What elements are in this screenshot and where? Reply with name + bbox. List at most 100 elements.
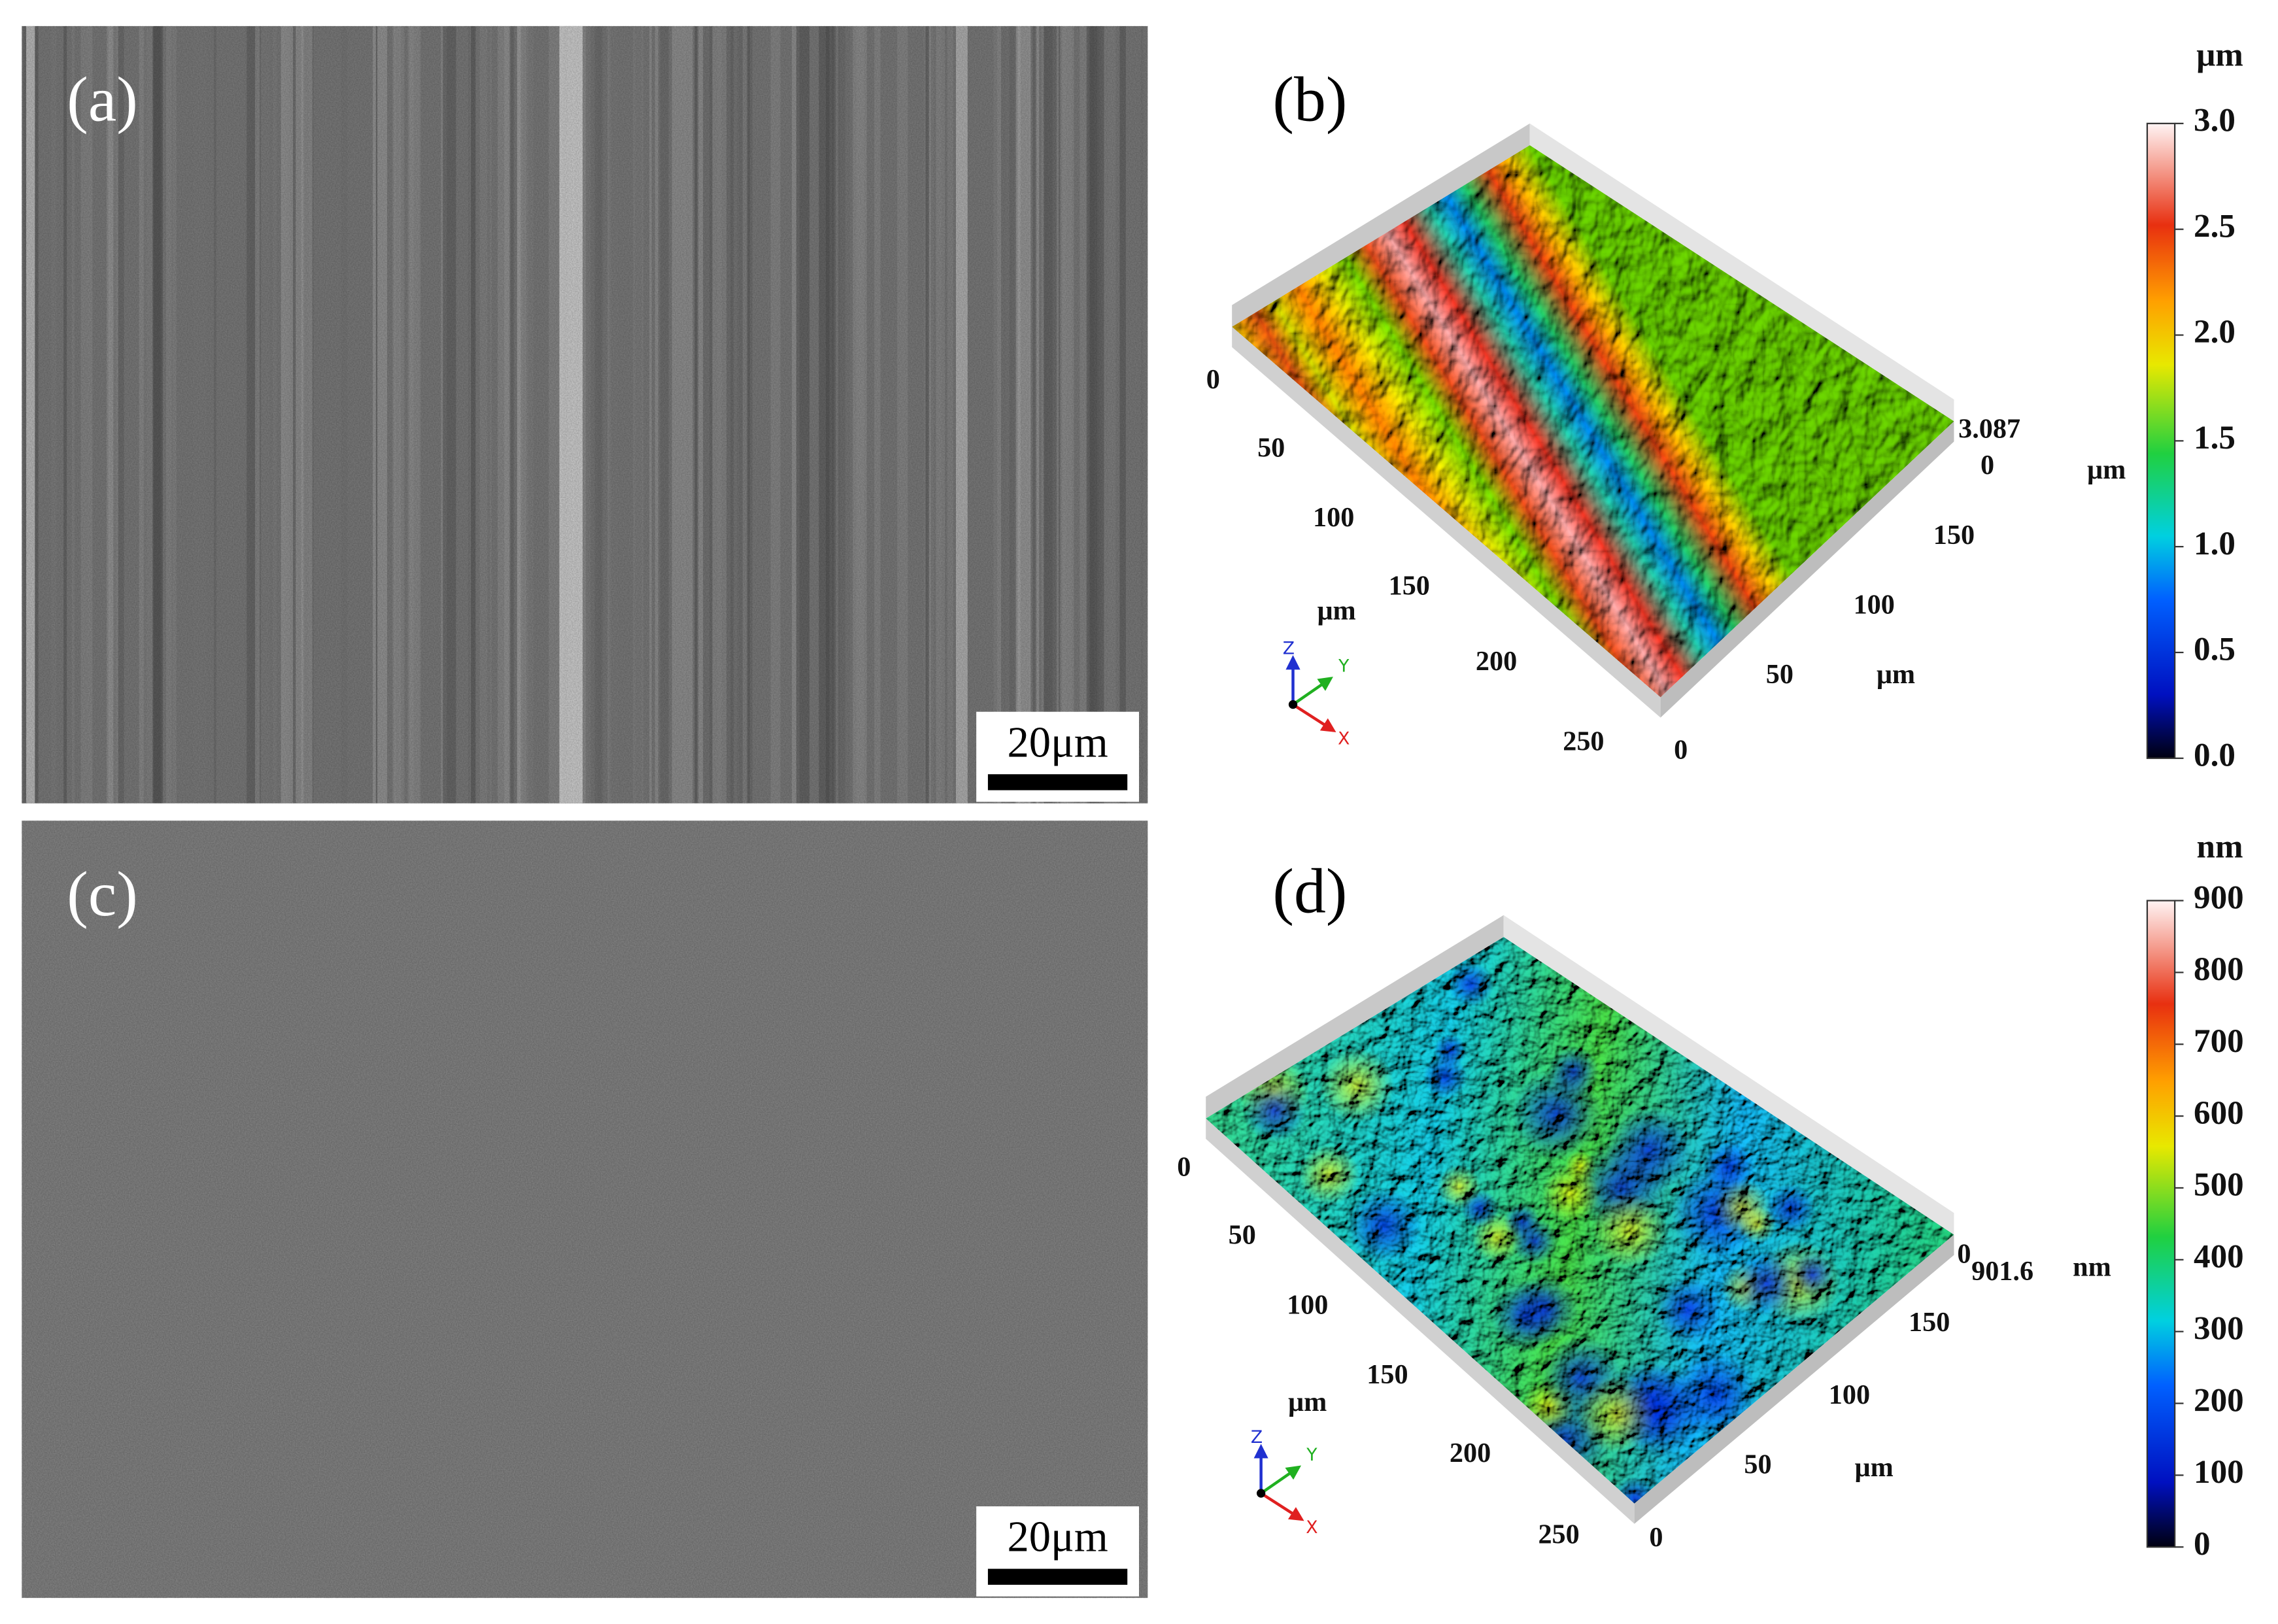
- spot: [1423, 1055, 1467, 1100]
- colorbar-tick-label: 1.5: [2194, 419, 2236, 456]
- panel-label: (a): [67, 65, 138, 135]
- spot: [1654, 1276, 1722, 1344]
- side-wall: [1634, 1234, 1954, 1524]
- spot: [1461, 1189, 1499, 1228]
- spot: [1790, 1252, 1835, 1297]
- colorbar-unit: nm: [2197, 828, 2243, 866]
- spot: [1346, 1187, 1422, 1263]
- x-tick-label: 250: [1563, 726, 1604, 756]
- y-tick-label: 150: [1909, 1307, 1950, 1338]
- axis-letter: X: [1338, 728, 1350, 749]
- x-tick-label: 250: [1538, 1519, 1579, 1549]
- colorbar-tick-label: 600: [2194, 1094, 2244, 1132]
- scale-bar-label: 20μm: [1007, 1514, 1108, 1561]
- colorbar-tick-label: 3.0: [2194, 102, 2236, 139]
- z-max-label: 901.6: [1971, 1256, 2033, 1287]
- z-axis-unit: nm: [2073, 1252, 2111, 1283]
- spot: [1593, 1193, 1669, 1268]
- spot: [1738, 1206, 1776, 1243]
- x-tick-label: 100: [1287, 1289, 1328, 1320]
- scale-bar: [987, 774, 1128, 790]
- axis-y: [1292, 677, 1333, 706]
- x-tick-label: 150: [1367, 1359, 1408, 1390]
- y-tick-label: 50: [1766, 659, 1794, 690]
- surface-fill: [1232, 145, 1954, 698]
- spot: [1319, 1047, 1395, 1123]
- x-axis-unit: μm: [1318, 595, 1356, 626]
- colorbar-tick-label: 0.0: [2194, 737, 2236, 774]
- colorbar-tick-label: 700: [2194, 1023, 2244, 1060]
- back-wall: [1232, 123, 1530, 327]
- x-tick-label: 50: [1229, 1220, 1256, 1251]
- axis-letter: Y: [1306, 1445, 1318, 1465]
- side-wall: [1206, 1118, 1635, 1524]
- y-tick-label: 0: [1649, 1522, 1663, 1553]
- colorbar-tick-label: 200: [2194, 1381, 2244, 1419]
- colorbar-tick-label: 0: [2194, 1525, 2211, 1563]
- z-min-label: 0: [1957, 1239, 1971, 1270]
- axis-letter: Z: [1251, 1427, 1263, 1447]
- x-tick-label: 0: [1177, 1151, 1191, 1182]
- axis-letter: Y: [1338, 656, 1350, 676]
- spot: [1299, 1144, 1360, 1206]
- y-tick-label: 50: [1744, 1449, 1771, 1480]
- spot: [1542, 1164, 1599, 1222]
- y-axis-unit: μm: [1877, 659, 1915, 690]
- surface-panel: (b) 0 50 100 150 200 250 μm 0 50 100 150 μm 3.087 0 μm Z…: [1206, 37, 2243, 774]
- spot: [1504, 1203, 1540, 1240]
- z-min-label: 0: [1980, 450, 1994, 481]
- spot: [1734, 1251, 1799, 1316]
- axis-origin: [1288, 700, 1298, 709]
- scale-bar: [987, 1568, 1128, 1585]
- y-tick-label: 100: [1854, 589, 1895, 620]
- x-tick-label: 200: [1450, 1438, 1491, 1468]
- colorbar-tick-label: 500: [2194, 1166, 2244, 1204]
- z-max-label: 3.087: [1958, 414, 2020, 445]
- y-tick-label: 150: [1933, 520, 1975, 550]
- colorbar-tick-label: 0.5: [2194, 631, 2236, 668]
- panels: (a) 20μm (c) 20μm (b) 0 50 100 150 200 250 μm 0 50 100…: [22, 25, 2244, 1599]
- back-wall: [1503, 915, 1954, 1235]
- sem-image-panel: (c) 20μm: [22, 820, 1148, 1599]
- x-tick-label: 200: [1476, 646, 1517, 677]
- colorbar-tick-label: 900: [2194, 879, 2244, 916]
- sem-image-panel: (a) 20μm: [22, 25, 1148, 804]
- colorbar-unit: μm: [2196, 37, 2243, 74]
- z-axis-unit: μm: [2087, 454, 2126, 485]
- panel-label: (d): [1272, 856, 1347, 927]
- y-axis-unit: μm: [1855, 1452, 1894, 1483]
- panel-label: (b): [1272, 65, 1347, 135]
- colorbar-tick-label: 1.0: [2194, 525, 2236, 562]
- spot: [1612, 1476, 1658, 1504]
- spot: [1448, 961, 1494, 1007]
- colorbar: [2146, 122, 2176, 759]
- spot: [1548, 1045, 1599, 1097]
- axis-x: [1292, 703, 1336, 732]
- back-wall: [1529, 123, 1954, 422]
- surface: [1232, 145, 1954, 698]
- colorbar-tick-label: 400: [2194, 1238, 2244, 1276]
- colorbar-tick-label: 800: [2194, 951, 2244, 988]
- x-tick-label: 100: [1313, 502, 1354, 533]
- side-wall: [1232, 326, 1661, 718]
- colorbar-tick-label: 2.0: [2194, 313, 2236, 350]
- axis-y: [1260, 1465, 1302, 1495]
- colorbar-tick-label: 300: [2194, 1310, 2244, 1347]
- y-tick-label: 100: [1829, 1379, 1870, 1410]
- side-wall: [1660, 421, 1954, 718]
- x-tick-label: 0: [1206, 364, 1220, 395]
- spot: [1242, 1079, 1307, 1143]
- sem-noise: [22, 25, 1148, 804]
- scale-bar-label: 20μm: [1007, 719, 1108, 766]
- axis-letter: Z: [1283, 639, 1295, 659]
- spot: [1766, 1183, 1816, 1234]
- spot: [1578, 1376, 1656, 1453]
- colorbar-tick-label: 100: [2194, 1453, 2244, 1491]
- axis-letter: X: [1306, 1517, 1318, 1538]
- spot: [1490, 1280, 1561, 1352]
- x-tick-label: 150: [1389, 571, 1430, 601]
- y-tick-label: 0: [1674, 735, 1688, 766]
- colorbar-tick-label: 2.5: [2194, 207, 2236, 245]
